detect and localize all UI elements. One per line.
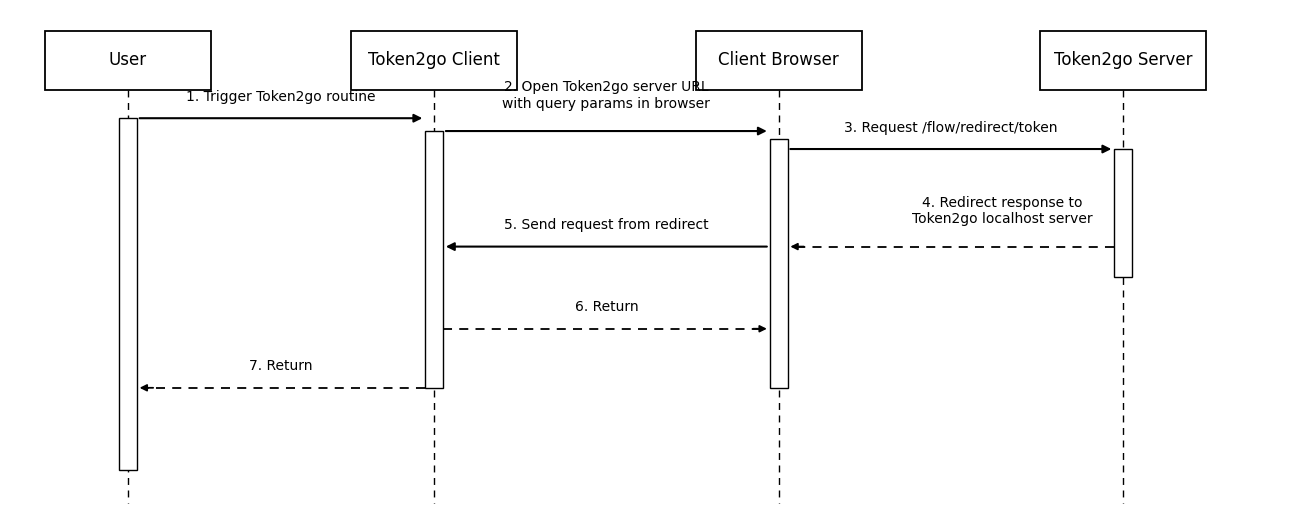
Text: 1. Trigger Token2go routine: 1. Trigger Token2go routine — [186, 90, 376, 104]
Bar — [769, 139, 788, 388]
Bar — [1115, 149, 1131, 277]
Text: 7. Return: 7. Return — [249, 359, 312, 374]
Text: User: User — [109, 51, 147, 70]
Text: Token2go Server: Token2go Server — [1053, 51, 1193, 70]
Text: 3. Request /flow/redirect/token: 3. Request /flow/redirect/token — [844, 121, 1057, 135]
Bar — [695, 31, 862, 90]
Text: 5. Send request from redirect: 5. Send request from redirect — [504, 218, 708, 232]
Bar — [44, 31, 211, 90]
Text: Token2go Client: Token2go Client — [368, 51, 500, 70]
Bar — [1040, 31, 1206, 90]
Bar — [118, 118, 137, 470]
Text: 4. Redirect response to
Token2go localhost server: 4. Redirect response to Token2go localho… — [911, 196, 1092, 226]
Text: 2. Open Token2go server URL
with query params in browser: 2. Open Token2go server URL with query p… — [503, 80, 711, 111]
Bar — [426, 131, 443, 388]
Text: 6. Return: 6. Return — [574, 300, 638, 314]
Bar — [352, 31, 517, 90]
Text: Client Browser: Client Browser — [719, 51, 838, 70]
